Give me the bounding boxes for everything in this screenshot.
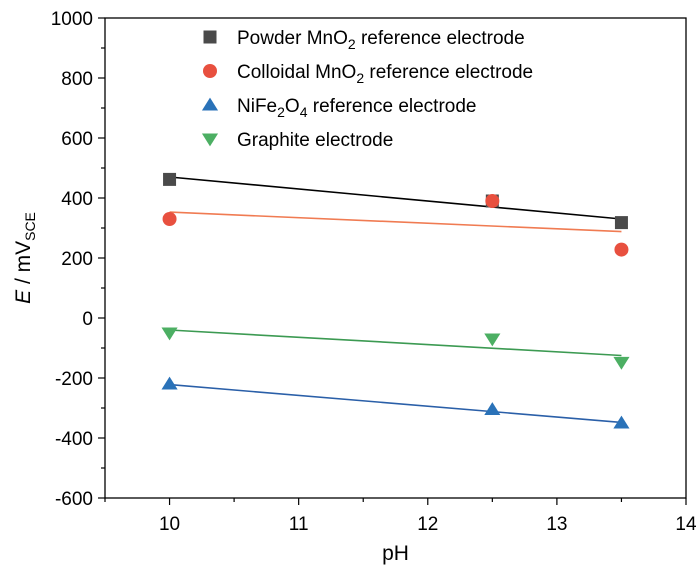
data-point-1-1 <box>485 194 500 208</box>
data-point-1-0 <box>162 212 177 226</box>
x-tick-label: 12 <box>417 514 438 535</box>
y-tick-label: -600 <box>55 489 93 510</box>
legend-marker-2 <box>201 97 219 111</box>
axes: 10 11 12 13 14 -600 -400 -200 0 200 400 600 800 1000 <box>51 9 697 535</box>
y-tick-label: 600 <box>61 129 93 150</box>
x-tick-label: 13 <box>546 514 567 535</box>
x-tick-label: 11 <box>289 514 309 535</box>
fit-line-2 <box>169 383 622 424</box>
fit-lines <box>169 176 622 424</box>
data-point-3-2 <box>613 356 630 370</box>
x-tick-label: 14 <box>675 514 697 535</box>
data-points <box>161 172 630 429</box>
y-tick-label: -400 <box>55 429 93 450</box>
plot-frame <box>104 17 687 499</box>
legend-marker-0 <box>203 30 217 44</box>
x-tick-label: 10 <box>159 514 180 535</box>
legend-label-2: NiFe2O4 reference electrode <box>237 96 477 120</box>
y-tick-label: 400 <box>61 189 93 210</box>
fit-line-3 <box>169 329 622 357</box>
fit-line-0 <box>169 176 622 220</box>
data-point-3-0 <box>161 327 178 341</box>
x-axis-title: pH <box>382 542 409 565</box>
legend-label-0: Powder MnO2 reference electrode <box>237 28 525 52</box>
fit-line-1 <box>169 211 622 233</box>
legend-marker-1 <box>203 64 217 78</box>
y-tick-label: 1000 <box>51 9 93 30</box>
y-axis-title: E / mVSCE <box>12 212 38 304</box>
legend-marker-3 <box>201 133 219 147</box>
y-tick-label: 800 <box>61 69 93 90</box>
y-tick-label: -200 <box>55 369 93 390</box>
legend: Powder MnO2 reference electrode Colloidal… <box>201 28 533 151</box>
data-point-3-1 <box>484 333 501 347</box>
data-point-2-1 <box>484 402 501 416</box>
data-point-0-0 <box>163 172 177 186</box>
y-tick-label: 0 <box>82 309 93 330</box>
data-point-2-2 <box>613 415 630 429</box>
data-point-0-2 <box>614 216 628 230</box>
y-tick-label: 200 <box>61 249 93 270</box>
data-point-2-0 <box>161 376 178 390</box>
legend-label-1: Colloidal MnO2 reference electrode <box>237 62 533 86</box>
data-point-1-2 <box>614 242 629 257</box>
legend-label-3: Graphite electrode <box>237 130 393 151</box>
